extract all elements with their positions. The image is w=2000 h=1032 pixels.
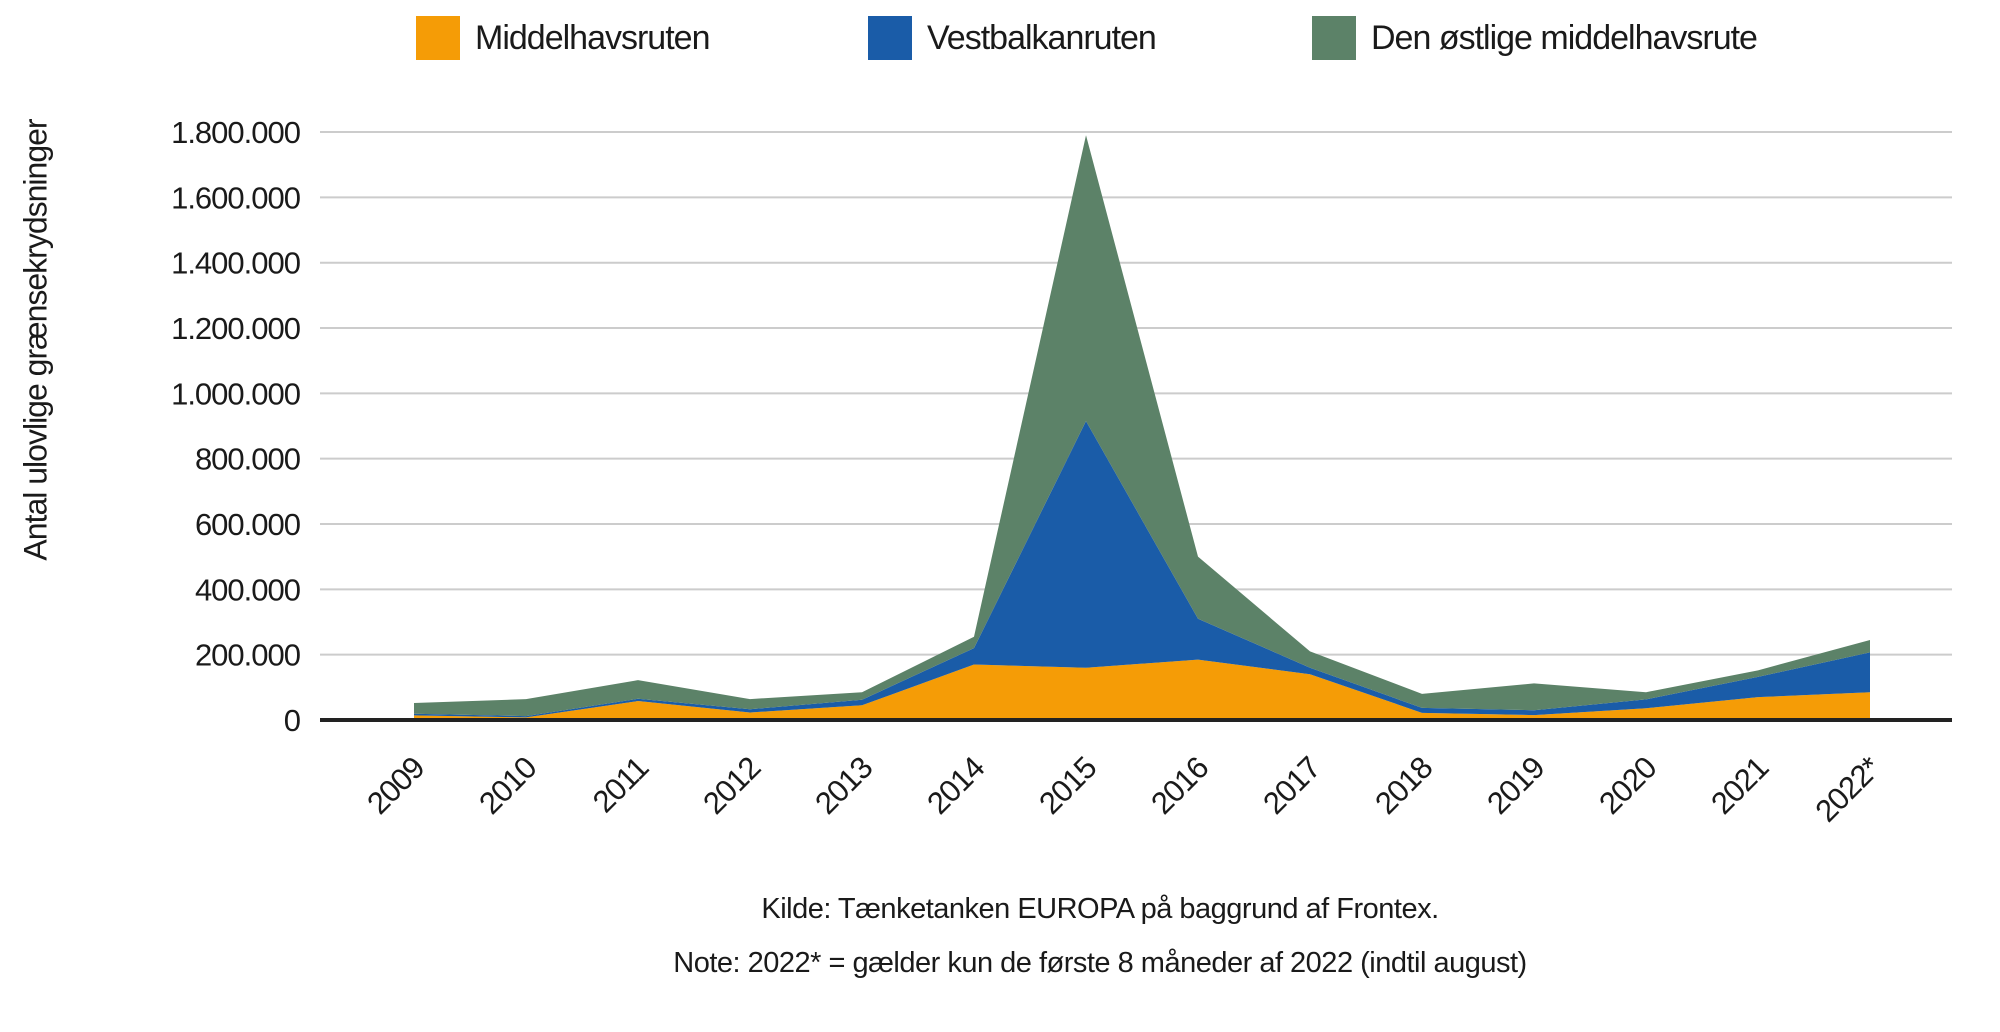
x-tick-label: 2019 (1480, 750, 1551, 821)
legend-label: Den østlige middelhavsrute (1371, 18, 1758, 57)
x-tick-label: 2012 (696, 750, 767, 821)
x-tick-label: 2014 (920, 750, 991, 821)
legend-swatch-blue (868, 16, 912, 60)
y-tick-label: 1.600.000 (171, 180, 301, 215)
area-den-stlige-middelhavsrute (414, 135, 1870, 717)
x-tick-label: 2010 (472, 750, 543, 821)
legend-swatch-green (1312, 16, 1356, 60)
y-tick-label: 200.000 (195, 638, 301, 673)
y-tick-label: 1.200.000 (171, 311, 301, 346)
source-note: Kilde: Tænketanken EUROPA på baggrund af… (761, 893, 1439, 925)
legend-item-vestbalkanruten: Vestbalkanruten (868, 14, 1157, 62)
area-middelhavsruten (414, 659, 1870, 720)
y-tick-label: 1.800.000 (171, 115, 301, 150)
legend-item-middelhavsruten: Middelhavsruten (416, 14, 710, 62)
legend-label: Middelhavsruten (475, 18, 710, 57)
legend-item-den-oestlige-middelhavsrute: Den østlige middelhavsrute (1312, 14, 1758, 62)
y-tick-label: 400.000 (195, 572, 301, 607)
y-tick-label: 1.400.000 (171, 246, 301, 281)
x-tick-label: 2016 (1144, 750, 1215, 821)
x-tick-label: 2011 (586, 750, 655, 819)
y-tick-label: 0 (284, 703, 301, 738)
x-tick-label: 2017 (1256, 750, 1327, 821)
data-note: Note: 2022* = gælder kun de første 8 mån… (673, 947, 1527, 979)
x-tick-label: 2022* (1808, 750, 1887, 829)
x-tick-label: 2009 (360, 750, 431, 821)
legend-swatch-orange (416, 16, 460, 60)
legend-label: Vestbalkanruten (927, 18, 1157, 57)
x-tick-label: 2013 (808, 750, 879, 821)
y-tick-label: 800.000 (195, 442, 301, 477)
x-tick-label: 2018 (1368, 750, 1439, 821)
x-tick-label: 2015 (1032, 750, 1103, 821)
y-tick-label: 600.000 (195, 507, 301, 542)
area-vestbalkanruten (414, 421, 1870, 718)
x-tick-label: 2020 (1592, 750, 1663, 821)
chart-footer: Kilde: Tænketanken EUROPA på baggrund af… (250, 882, 1950, 990)
y-tick-label: 1.000.000 (171, 376, 301, 411)
x-tick-label: 2021 (1704, 750, 1775, 821)
